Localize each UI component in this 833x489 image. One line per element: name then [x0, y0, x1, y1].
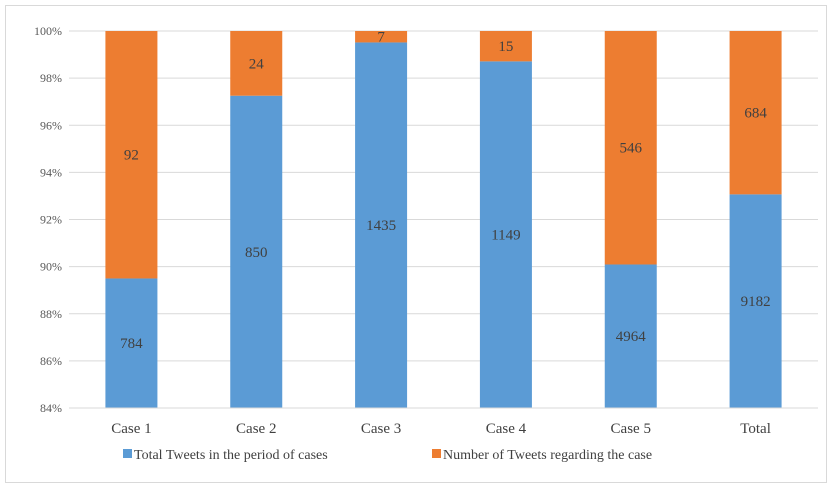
legend-swatch [123, 449, 132, 458]
bar-segment-case-tweets [729, 31, 782, 195]
data-label-total-tweets: 9182 [741, 294, 771, 310]
x-category-label: Case 3 [361, 421, 401, 437]
data-label-case-tweets: 15 [498, 39, 513, 55]
x-category-label: Case 1 [111, 421, 151, 437]
x-category-label: Case 4 [486, 421, 527, 437]
legend-label: Total Tweets in the period of cases [134, 448, 328, 463]
data-label-total-tweets: 4964 [616, 329, 647, 345]
axes: 84% 86% 88% 90% 92% 94% 96% 98% 100% Case 1 Case 2… [34, 24, 818, 437]
bar-segment-total-tweets [604, 264, 657, 408]
legend-label: Number of Tweets regarding the case [443, 448, 652, 463]
data-label-total-tweets: 784 [120, 336, 143, 352]
bar-segment-case-tweets [479, 31, 532, 62]
stacked-bar-chart: 84% 86% 88% 90% 92% 94% 96% 98% 100% Case 1 Case 2… [34, 24, 818, 463]
x-category-label: Case 2 [236, 421, 276, 437]
y-tick-label: 100% [34, 24, 62, 38]
bar-segment-total-tweets [729, 194, 782, 408]
bar-segment-case-tweets [355, 31, 408, 43]
data-label-total-tweets: 850 [245, 245, 268, 261]
bar-segment-total-tweets [105, 278, 158, 408]
data-label-case-tweets: 546 [620, 141, 643, 157]
y-tick-label: 92% [40, 213, 62, 227]
gridlines [69, 30, 818, 409]
data-label-case-tweets: 92 [124, 148, 139, 164]
legend-swatch [432, 449, 441, 458]
bars [105, 31, 782, 409]
bar-segment-case-tweets [230, 31, 283, 96]
x-category-label: Case 5 [611, 421, 651, 437]
y-tick-label: 88% [40, 307, 62, 321]
legend: Total Tweets in the period of cases Numbe… [123, 448, 652, 463]
data-label-total-tweets: 1435 [366, 218, 396, 234]
x-category-label: Total [740, 421, 771, 437]
bar-segment-total-tweets [230, 95, 283, 408]
y-tick-label: 98% [40, 71, 62, 85]
data-label-total-tweets: 1149 [491, 228, 520, 244]
bar-segment-case-tweets [105, 31, 158, 279]
data-label-case-tweets: 7 [377, 30, 385, 46]
chart-frame: 84% 86% 88% 90% 92% 94% 96% 98% 100% Case 1 Case 2… [5, 5, 827, 483]
y-tick-label: 96% [40, 118, 62, 132]
bar-segment-total-tweets [355, 42, 408, 408]
y-tick-label: 90% [40, 260, 62, 274]
y-tick-label: 84% [40, 401, 62, 415]
bar-segment-case-tweets [604, 31, 657, 265]
bar-segment-total-tweets [479, 61, 532, 409]
y-tick-label: 86% [40, 354, 62, 368]
data-label-case-tweets: 24 [249, 56, 265, 72]
y-tick-label: 94% [40, 165, 62, 179]
data-label-case-tweets: 684 [744, 106, 767, 122]
data-labels: 784 92 850 24 1435 7 1149 15 4964 546 9182 684 [120, 30, 770, 353]
